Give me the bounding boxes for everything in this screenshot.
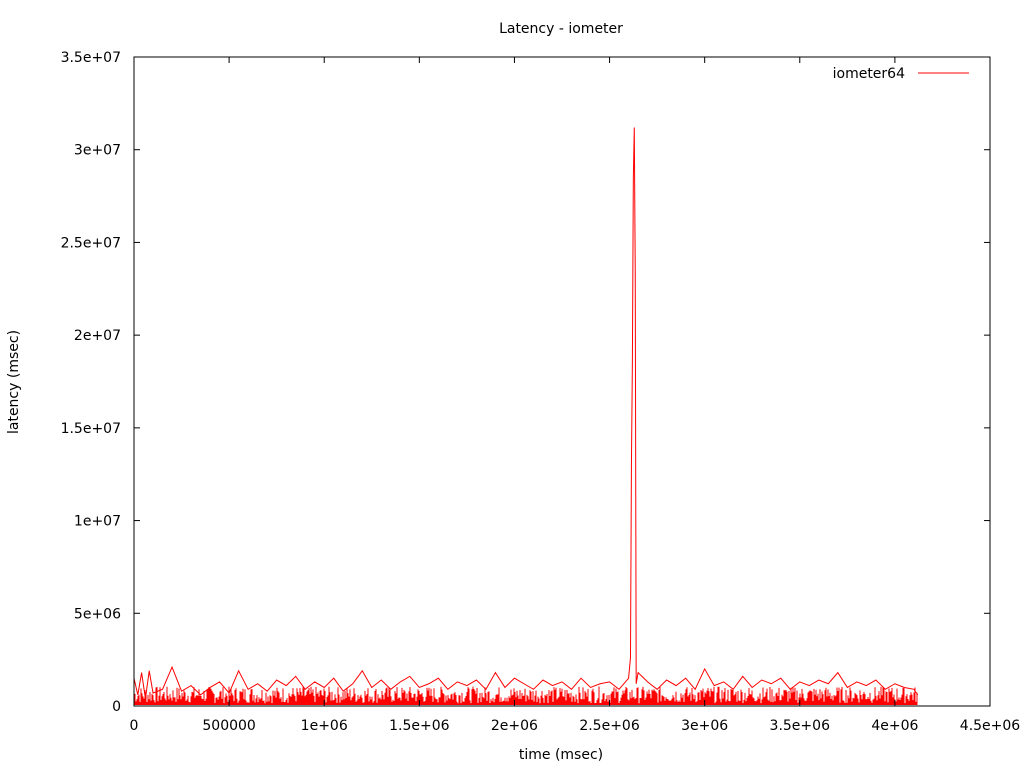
legend-label: iometer64 [833,66,905,82]
series-layer [133,127,919,705]
y-tick-label: 5e+06 [74,606,121,622]
ticks-layer: 0 500000 1e+06 1.5e+06 2e+06 2.5e+06 3e+06 3.5e… [61,50,1021,734]
series-line-iometer64 [133,127,919,699]
x-tick-label: 3e+06 [681,718,728,734]
x-axis-label: time (msec) [519,747,603,763]
x-tick-label: 4e+06 [871,718,918,734]
y-tick-label: 3e+07 [74,143,121,159]
x-tick-label: 500000 [202,718,255,734]
y-tick-label: 1e+07 [74,514,121,530]
y-tick-label: 2.5e+07 [61,235,121,251]
x-tick-label: 1.5e+06 [389,718,450,734]
x-tick-label: 1e+06 [301,718,348,734]
y-tick-label: 1.5e+07 [61,421,121,437]
chart-title: Latency - iometer [499,21,623,37]
y-axis-label: latency (msec) [6,330,22,434]
legend: iometer64 [833,66,969,82]
plot-frame [133,56,991,707]
y-tick-label: 3.5e+07 [61,50,121,66]
y-tick-label: 2e+07 [74,328,121,344]
x-tick-label: 2e+06 [491,718,538,734]
y-tick-label: 0 [112,699,121,715]
x-tick-label: 3.5e+06 [770,718,831,734]
x-tick-label: 0 [130,718,139,734]
x-tick-label: 2.5e+06 [579,718,640,734]
x-tick-label: 4.5e+06 [960,718,1021,734]
